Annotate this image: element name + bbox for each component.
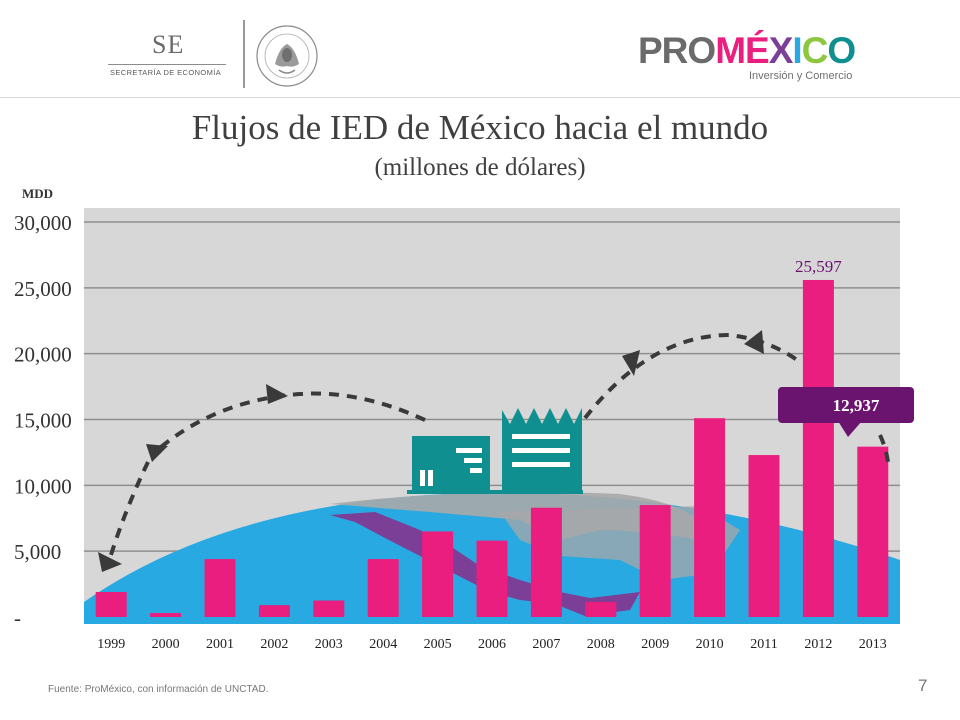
y-tick-label: 25,000: [14, 277, 72, 301]
se-logo-mark: SE: [152, 30, 185, 59]
promexico-logo-text: PROMÉXICO: [638, 30, 856, 71]
x-tick-label: 2002: [260, 637, 288, 652]
y-axis-ticks: - 5,000 10,000 15,000 20,000 25,000 30,000: [14, 211, 72, 630]
bar-2008: [585, 601, 617, 617]
y-tick-label: 15,000: [14, 409, 72, 433]
flow-arrows: [108, 332, 890, 559]
arrow-right-end: [878, 434, 890, 463]
bar-2001: [204, 559, 236, 617]
mexican-seal-icon: [256, 25, 318, 87]
value-callout: 12,937: [778, 387, 914, 437]
page-number: 7: [918, 676, 928, 695]
x-tick-label: 2005: [424, 637, 452, 652]
y-tick-label: 30,000: [14, 211, 72, 235]
bar-2003: [313, 600, 345, 617]
y-axis-unit-label: MDD: [22, 186, 54, 201]
bar-2002: [258, 605, 290, 617]
slide-header: SE SECRETARÍA DE ECONOMÍA PROMÉXICO Inve…: [0, 0, 960, 98]
y-tick-label: 20,000: [14, 343, 72, 367]
bar-2000: [150, 613, 182, 617]
se-logo-subtitle: SECRETARÍA DE ECONOMÍA: [110, 68, 222, 77]
bar-2011: [748, 455, 780, 617]
arrowhead-icon: [744, 330, 764, 354]
bar-2005: [422, 531, 454, 617]
arrowhead-icon: [266, 384, 288, 404]
mexico-map-shape: [330, 512, 640, 616]
x-tick-label: 2006: [478, 637, 506, 652]
x-tick-label: 2012: [804, 637, 832, 652]
arrow-left-curve: [153, 391, 426, 454]
x-tick-label: 2011: [750, 637, 777, 652]
x-tick-label: 2000: [152, 637, 180, 652]
arrow-right-curve: [583, 332, 802, 420]
data-label-2012: 25,597: [795, 257, 842, 276]
x-tick-label: 2004: [369, 637, 397, 652]
slide-title: Flujos de IED de México hacia el mundo: [191, 108, 769, 147]
data-labels: 25,597: [795, 257, 842, 276]
y-tick-label: 10,000: [14, 474, 72, 498]
header-divider: [243, 20, 245, 88]
y-tick-label: -: [14, 606, 21, 630]
buildings-icon: [407, 408, 583, 494]
x-tick-label: 1999: [97, 637, 125, 652]
se-logo-rule: [108, 64, 226, 65]
bar-1999: [95, 591, 127, 617]
arrow-heads: [98, 330, 764, 572]
bar-2004: [367, 559, 399, 617]
arrowhead-icon: [622, 350, 640, 376]
x-tick-label: 2007: [532, 637, 560, 652]
se-logo: SE SECRETARÍA DE ECONOMÍA: [108, 30, 228, 80]
slide-subtitle: (millones de dólares): [374, 154, 586, 181]
bar-2006: [476, 540, 508, 617]
arrowhead-icon: [98, 552, 122, 572]
arrowhead-icon: [146, 444, 168, 462]
bar-2009: [639, 505, 671, 617]
x-tick-label: 2003: [315, 637, 343, 652]
bar-2007: [530, 507, 562, 617]
promexico-tagline: Inversión y Comercio: [749, 70, 853, 82]
source-note: Fuente: ProMéxico, con información de UN…: [48, 684, 269, 695]
x-tick-label: 2008: [587, 637, 615, 652]
x-tick-label: 2013: [859, 637, 887, 652]
arrow-left-down: [108, 461, 150, 559]
x-tick-label: 2001: [206, 637, 234, 652]
y-tick-label: 5,000: [14, 540, 61, 564]
promexico-logo: PROMÉXICO Inversión y Comercio: [638, 30, 858, 90]
bars: [95, 279, 889, 617]
bar-2010: [694, 418, 726, 617]
bar-2013: [857, 446, 889, 617]
x-tick-label: 2010: [696, 637, 724, 652]
bar-chart: 12,937 25,597 - 5,000 10,000 15,000 20,000 25…: [14, 208, 914, 652]
x-axis-ticks: 1999 2000 2001 2002 2003 2004 2005 2006 2007 2008…: [97, 637, 887, 652]
callout-value: 12,937: [833, 396, 880, 415]
x-tick-label: 2009: [641, 637, 669, 652]
bar-2012: [802, 279, 834, 617]
